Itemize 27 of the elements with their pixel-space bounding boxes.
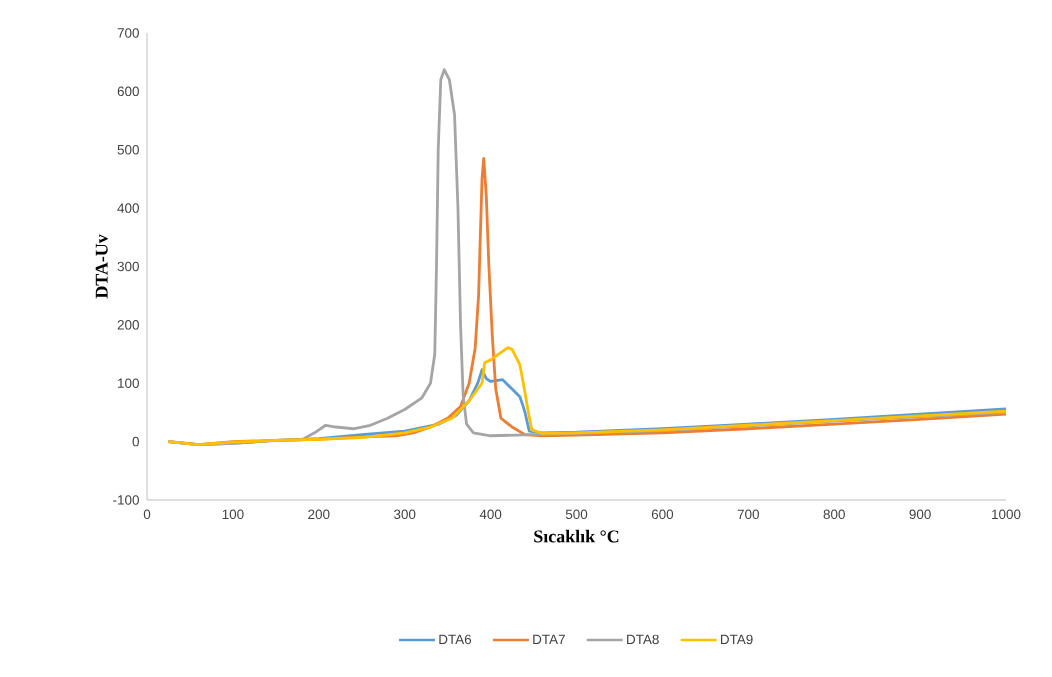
x-tick-label: 100 xyxy=(222,509,244,520)
y-tick-label: 300 xyxy=(117,261,139,272)
legend-label: DTA6 xyxy=(439,634,472,645)
legend-label: DTA7 xyxy=(533,634,565,644)
x-axis-title: Sıcaklık °C xyxy=(534,529,619,543)
y-tick-label: 400 xyxy=(117,203,139,213)
x-tick-label: 400 xyxy=(479,509,502,520)
y-tick-label: 600 xyxy=(117,86,139,97)
y-tick-label: 100 xyxy=(118,378,139,388)
x-tick-label: 800 xyxy=(823,509,845,520)
x-tick-label: 600 xyxy=(651,509,674,520)
line-series xyxy=(167,346,1008,446)
legend-label: DTA8 xyxy=(627,634,659,645)
x-tick-label: 900 xyxy=(909,509,931,520)
x-tick-label: 0 xyxy=(143,509,151,520)
y-tick-label: -100 xyxy=(113,495,139,505)
x-tick-label: 300 xyxy=(394,509,416,520)
x-tick-label: 500 xyxy=(565,509,588,520)
x-tick-label: 1000 xyxy=(992,509,1021,520)
y-tick-label: 700 xyxy=(117,28,139,38)
y-tick-label: 500 xyxy=(117,144,139,155)
y-axis-title: DTA-Uv xyxy=(95,234,108,299)
legend-label: DTA9 xyxy=(720,634,753,645)
x-tick-label: 200 xyxy=(308,509,330,520)
y-tick-label: 0 xyxy=(132,436,139,447)
x-tick-label: 700 xyxy=(737,509,759,520)
y-tick-label: 200 xyxy=(117,320,139,330)
